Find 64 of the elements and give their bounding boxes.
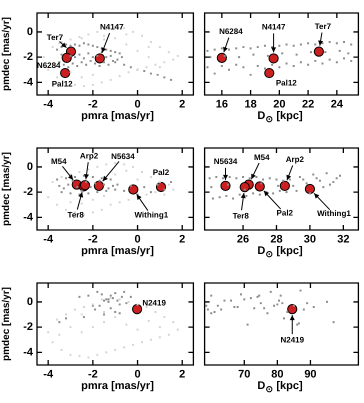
y-tick-label: -4 <box>23 211 34 224</box>
annotation: N2419 <box>142 298 166 308</box>
annotation: Pal12 <box>52 79 74 88</box>
x-tick-label: 26 <box>236 234 250 246</box>
x-tick-label: 90 <box>304 368 317 381</box>
x-axis-title: D$_{⊙}$ [kpc] <box>256 245 304 262</box>
x-axis-title: D$_{⊙}$ [kpc] <box>256 110 304 126</box>
x-tick-label: 2 <box>179 98 186 111</box>
annotation: Ter8 <box>68 210 84 220</box>
annotation: N2419 <box>280 335 305 344</box>
y-tick-label: -4 <box>23 346 34 358</box>
x-axis-title: pmra [mas/yr] <box>80 245 155 258</box>
x-tick-label: 80 <box>271 368 284 381</box>
y-axis-title: pmdec [mas/yr] <box>1 286 13 363</box>
x-tick-label: 0 <box>134 368 141 381</box>
x-tick-label: -2 <box>88 98 98 111</box>
y-tick-label: 0 <box>26 26 33 38</box>
annotation: Withing1 <box>134 210 169 220</box>
y-axis-title: pmdec [mas/yr] <box>1 16 13 93</box>
y-tick-label: -2 <box>23 51 33 64</box>
x-tick-label: 16 <box>216 98 228 111</box>
annotation: N4147 <box>262 22 286 32</box>
x-tick-label: 32 <box>337 234 350 246</box>
y-tick-label: -2 <box>23 321 33 334</box>
annotation: Arp2 <box>286 155 305 164</box>
annotation: N6284 <box>219 27 244 36</box>
x-tick-label: 18 <box>244 98 257 111</box>
annotation: N6284 <box>36 61 62 70</box>
x-tick-label: -2 <box>88 234 98 246</box>
y-tick-label: 0 <box>26 296 33 308</box>
annotation: Pal2 <box>276 208 294 218</box>
x-tick-label: -4 <box>43 98 54 111</box>
annotation: Withing1 <box>317 209 352 218</box>
annotation: M54 <box>254 152 270 162</box>
annotation: M54 <box>50 156 68 166</box>
annotation: Pal12 <box>276 78 298 88</box>
x-tick-label: 28 <box>270 234 283 246</box>
x-tick-label: -2 <box>88 368 98 381</box>
x-tick-label: 70 <box>238 368 250 381</box>
x-tick-label: -4 <box>43 368 54 381</box>
annotation: N5634 <box>214 157 238 166</box>
annotation: Ter8 <box>232 211 250 220</box>
annotation: Arp2 <box>80 151 99 160</box>
x-tick-label: 30 <box>304 234 316 246</box>
y-tick-label: 0 <box>26 160 33 173</box>
x-tick-label: 0 <box>134 234 141 246</box>
y-tick-label: -4 <box>23 76 34 88</box>
x-axis-title: D$_{⊙}$ [kpc] <box>256 380 304 396</box>
annotation: Ter7 <box>314 22 332 31</box>
x-tick-label: 0 <box>134 98 141 111</box>
annotation: N5634 <box>111 152 136 162</box>
x-tick-label: 24 <box>330 98 344 111</box>
x-tick-label: 20 <box>273 98 286 111</box>
annotation: N4147 <box>100 22 124 32</box>
x-tick-label: 2 <box>179 234 186 246</box>
x-tick-label: 2 <box>179 368 186 381</box>
y-axis-title: pmdec [mas/yr] <box>1 151 13 228</box>
annotation: Pal2 <box>152 168 170 178</box>
annotation: Ter7 <box>46 32 64 42</box>
x-tick-label: -4 <box>43 234 54 246</box>
x-axis-title: pmra [mas/yr] <box>80 380 155 393</box>
x-axis-title: pmra [mas/yr] <box>80 110 155 123</box>
y-tick-label: -2 <box>23 186 33 198</box>
x-tick-label: 22 <box>302 98 314 111</box>
